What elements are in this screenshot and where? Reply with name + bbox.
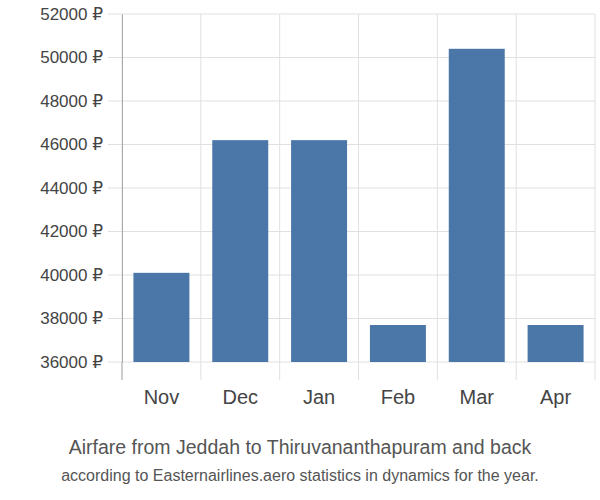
bar — [212, 140, 268, 362]
y-tick-label: 44000 ₽ — [40, 179, 103, 198]
y-axis: 36000 ₽ 38000 ₽ 40000 ₽ 42000 ₽ 44000 ₽ 46000… — [40, 5, 122, 372]
y-tick: 38000 ₽ — [40, 309, 122, 328]
separators — [122, 14, 595, 380]
x-tick-label: Feb — [381, 386, 415, 408]
bar — [528, 325, 584, 362]
x-tick-label: Jan — [303, 386, 335, 408]
separator — [200, 14, 201, 380]
separator — [595, 14, 596, 380]
grid-line — [108, 57, 595, 58]
subtitle: according to Easternairlines.aero statis… — [61, 467, 539, 484]
grid-line — [108, 101, 595, 102]
grid-line — [108, 188, 595, 189]
bar — [449, 49, 505, 362]
x-tick: Nov — [144, 380, 180, 408]
y-tick: 42000 ₽ — [40, 222, 122, 241]
y-tick: 44000 ₽ — [40, 179, 122, 198]
y-tick-label: 46000 ₽ — [40, 135, 103, 154]
separator — [358, 14, 359, 380]
separator — [279, 14, 280, 380]
y-tick-label: 40000 ₽ — [40, 266, 103, 285]
bar — [370, 325, 426, 362]
x-tick: Mar — [460, 380, 495, 408]
separator — [122, 14, 123, 380]
x-tick-label: Mar — [460, 386, 495, 408]
y-tick-label: 50000 ₽ — [40, 48, 103, 67]
x-tick: Jan — [303, 380, 335, 408]
x-tick-label: Nov — [144, 386, 180, 408]
y-axis-line — [122, 15, 123, 363]
y-tick: 50000 ₽ — [40, 48, 122, 67]
bar — [133, 273, 189, 362]
bar — [291, 140, 347, 362]
y-tick-label: 52000 ₽ — [40, 5, 103, 24]
chart: 36000 ₽ 38000 ₽ 40000 ₽ 42000 ₽ 44000 ₽ 46000… — [0, 0, 600, 500]
grid — [108, 14, 595, 362]
x-axis: Nov Dec Jan Feb Mar Apr — [144, 380, 572, 408]
x-tick: Dec — [222, 380, 258, 408]
separator — [516, 14, 517, 380]
y-tick: 40000 ₽ — [40, 266, 122, 285]
y-tick: 46000 ₽ — [40, 135, 122, 154]
y-tick-label: 38000 ₽ — [40, 309, 103, 328]
y-tick-label: 42000 ₽ — [40, 222, 103, 241]
grid-line — [108, 144, 595, 145]
y-tick: 52000 ₽ — [40, 5, 122, 24]
y-tick: 48000 ₽ — [40, 92, 122, 111]
y-tick: 36000 ₽ — [40, 353, 122, 372]
y-tick-label: 36000 ₽ — [40, 353, 103, 372]
separator — [437, 14, 438, 380]
x-tick-label: Apr — [540, 386, 571, 408]
title: Airfare from Jeddah to Thiruvananthapura… — [69, 436, 532, 458]
x-tick: Apr — [540, 380, 571, 408]
bars — [133, 49, 583, 362]
axis-line — [122, 362, 123, 380]
x-tick-label: Dec — [222, 386, 258, 408]
grid-line — [108, 14, 595, 15]
grid-line — [108, 231, 595, 232]
y-tick-label: 48000 ₽ — [40, 92, 103, 111]
x-tick: Feb — [381, 380, 415, 408]
